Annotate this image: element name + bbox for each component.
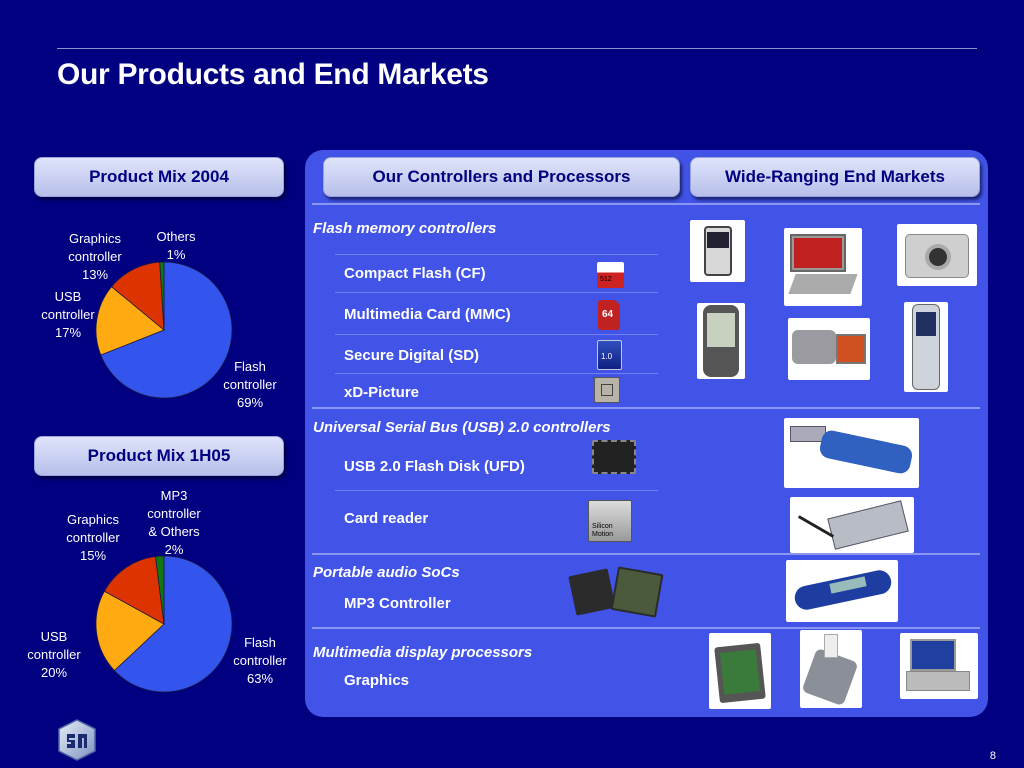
silicon-motion-chip-label: Silicon Motion — [592, 523, 614, 538]
pie-2004-label-flash: Flash controller 69% — [223, 359, 277, 410]
section-divider — [312, 627, 980, 629]
item-divider — [335, 490, 658, 491]
card-reader-photo — [790, 497, 914, 553]
pie-2004-label-graphics: Graphics controller 13% — [68, 231, 122, 282]
item-divider — [335, 254, 658, 255]
item-card-reader: Card reader — [344, 510, 429, 527]
product-mix-2004-header: Product Mix 2004 — [34, 157, 284, 197]
audio-soc-chip-icon — [568, 568, 616, 616]
section-divider — [312, 203, 980, 205]
product-mix-1h05-header: Product Mix 1H05 — [34, 436, 284, 476]
markets-header: Wide-Ranging End Markets — [690, 157, 980, 197]
section-divider — [312, 407, 980, 409]
portable-dvd-player-photo — [784, 228, 862, 306]
pie-2004-slice-others — [159, 261, 165, 331]
category-flash-memory: Flash memory controllers — [313, 220, 497, 237]
xd-chip-icon — [594, 377, 620, 403]
usb-flash-disk-photo — [784, 418, 919, 488]
item-divider — [335, 373, 658, 374]
pie-1h05-slice-graphics-controller — [103, 556, 165, 625]
category-multimedia-display: Multimedia display processors — [313, 644, 533, 661]
item-secure-digital: Secure Digital (SD) — [344, 347, 480, 364]
sd-card-label: 1.0 — [601, 352, 613, 361]
pie-1h05-slice-usb-controller — [95, 590, 165, 672]
mp3-player-photo — [690, 220, 745, 282]
mmc-card-icon: 64 — [598, 300, 620, 330]
mmc-card-label: 64 — [602, 309, 614, 320]
camcorder-photo — [788, 318, 870, 380]
pda-photo — [697, 303, 745, 379]
pie-1h05-label-flash: Flash controller 63% — [233, 635, 287, 686]
category-portable-audio: Portable audio SoCs — [313, 564, 460, 581]
item-graphics: Graphics — [344, 672, 410, 689]
cf-card-label: 512 — [600, 276, 612, 283]
item-mp3-controller: MP3 Controller — [344, 595, 451, 612]
silicon-motion-logo-icon — [58, 719, 96, 761]
handheld-pc-photo — [900, 633, 978, 699]
compact-flash-card-icon: 512 — [597, 262, 624, 288]
page-number: 8 — [989, 750, 996, 762]
tablet-pc-photo — [709, 633, 771, 709]
usb-controller-chip-icon — [592, 440, 636, 474]
pie-1h05-slice-flash-controller — [113, 555, 233, 693]
item-divider — [335, 334, 658, 335]
item-usb-flash-disk: USB 2.0 Flash Disk (UFD) — [344, 458, 525, 475]
pie-2004-label-others: Others 1% — [156, 229, 196, 262]
pie-2004-label-usb: USB controller 17% — [41, 289, 95, 340]
pie-1h05-label-mp3: MP3 controller & Others 2% — [147, 488, 201, 557]
item-compact-flash: Compact Flash (CF) — [344, 265, 486, 282]
item-multimedia-card: Multimedia Card (MMC) — [344, 306, 511, 323]
audio-soc-chip-icon — [610, 566, 664, 618]
category-usb: Universal Serial Bus (USB) 2.0 controlle… — [313, 419, 611, 436]
section-divider — [312, 553, 980, 555]
controllers-header: Our Controllers and Processors — [323, 157, 680, 197]
title-rule — [57, 48, 977, 49]
pie-1h05-label-usb: USB controller 20% — [27, 629, 81, 680]
item-xd-picture: xD-Picture — [344, 384, 420, 401]
slide-title: Our Products and End Markets — [57, 58, 489, 91]
pie-1h05-label-graphics: Graphics controller 15% — [66, 512, 120, 563]
digital-camera-photo — [897, 224, 977, 286]
item-divider — [335, 292, 658, 293]
mp3-player-photo — [786, 560, 898, 622]
payment-terminal-photo — [800, 630, 862, 708]
pie-1h05-slice-mp3-controller-others — [155, 555, 165, 625]
mobile-phone-photo — [904, 302, 948, 392]
silicon-motion-chip-icon: Silicon Motion — [588, 500, 632, 542]
sd-card-icon: 1.0 — [597, 340, 622, 370]
